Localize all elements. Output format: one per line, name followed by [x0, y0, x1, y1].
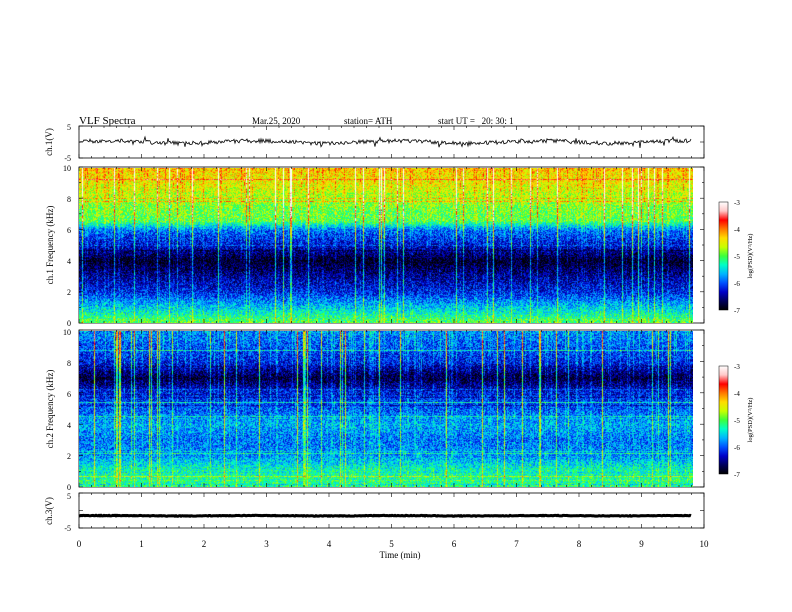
- ch1-waveform-panel: 5 -5 ch.1(V): [44, 123, 705, 163]
- ch2-spectrogram-ytick-8: 8: [67, 359, 71, 368]
- ch1-colorbar-gradient: [718, 201, 729, 311]
- x-tick-7: 7: [514, 539, 519, 549]
- header-station: station= ATH: [344, 116, 393, 126]
- ch2-spectrogram-ytick-6: 6: [67, 390, 71, 399]
- ch1-spectrogram-ytick-6: 6: [67, 226, 71, 235]
- ch1-spectrogram-ytick-4: 4: [67, 257, 71, 266]
- ch1-colorbar-tick-m5: -5: [734, 253, 740, 261]
- x-tick-8: 8: [577, 539, 582, 549]
- x-tick-4: 4: [327, 539, 332, 549]
- ch2-colorbar: -3 -4 -5 -6 -7 log(PSD)(V²/Hz): [718, 363, 754, 479]
- ch2-spectrogram-ytick-4: 4: [67, 421, 71, 430]
- ch1-colorbar-label: log(PSD)(V²/Hz): [747, 234, 754, 279]
- ch1-spectrogram-ytick-10: 10: [63, 164, 71, 173]
- x-tick-9: 9: [639, 539, 644, 549]
- header-date: Mar.25, 2020: [252, 116, 301, 126]
- ch1-waveform-ylabel: ch.1(V): [44, 128, 54, 156]
- figure-title: VLF Spectra: [79, 115, 136, 127]
- ch2-colorbar-tick-m4: -4: [734, 390, 740, 398]
- x-tick-5: 5: [389, 539, 394, 549]
- ch1-colorbar-tick-m4: -4: [734, 226, 740, 234]
- x-tick-0: 0: [77, 539, 82, 549]
- ch1-spectrogram-ylabel: ch.1 Frequency (kHz): [45, 206, 55, 285]
- x-axis: 0 1 2 3 4 5 6 7 8 9 10 Time (min): [77, 539, 709, 560]
- ch2-colorbar-tick-m7: -7: [734, 471, 740, 479]
- x-axis-label: Time (min): [380, 550, 421, 560]
- x-tick-3: 3: [264, 539, 269, 549]
- header-start-time: start UT = 20: 30: 1: [438, 116, 514, 126]
- ch3-waveform-ytick-bottom: -5: [64, 524, 71, 533]
- ch1-spectrogram-image: [79, 168, 693, 323]
- ch1-waveform-ytick-bottom: -5: [64, 154, 71, 163]
- ch2-spectrogram-ytick-2: 2: [67, 452, 71, 461]
- ch1-waveform-trace: [78, 135, 692, 148]
- axis-ticks: [78, 125, 705, 529]
- ch2-colorbar-tick-m5: -5: [734, 417, 740, 425]
- ch2-colorbar-tick-m6: -6: [734, 444, 740, 452]
- ch2-spectrogram-panel: 0 2 4 6 8 10 ch.2 Frequency (kHz): [45, 328, 705, 492]
- ch3-waveform-ytick-top: 5: [67, 492, 71, 501]
- ch3-waveform-panel: 5 -5 ch.3(V): [44, 492, 705, 533]
- ch2-colorbar-gradient: [718, 365, 729, 475]
- ch1-colorbar-tick-m3: -3: [734, 199, 740, 207]
- ch1-waveform-ytick-top: 5: [67, 123, 71, 132]
- x-tick-10: 10: [700, 539, 710, 549]
- ch3-waveform-ylabel: ch.3(V): [44, 497, 54, 525]
- x-tick-6: 6: [452, 539, 457, 549]
- ch2-colorbar-tick-m3: -3: [734, 363, 740, 371]
- x-tick-1: 1: [139, 539, 144, 549]
- ch1-colorbar-tick-m6: -6: [734, 280, 740, 288]
- ch3-waveform-trace: [78, 513, 692, 518]
- ch2-colorbar-label: log(PSD)(V²/Hz): [747, 398, 754, 443]
- ch2-spectrogram-image: [79, 331, 693, 487]
- ch1-colorbar: -3 -4 -5 -6 -7 log(PSD)(V²/Hz): [718, 199, 754, 315]
- ch2-spectrogram-ytick-0: 0: [67, 483, 71, 492]
- ch2-spectrogram-ylabel: ch.2 Frequency (kHz): [45, 370, 55, 449]
- ch1-colorbar-tick-m7: -7: [734, 307, 740, 315]
- ch2-spectrogram-ytick-10: 10: [63, 328, 71, 337]
- ch1-spectrogram-panel: 0 2 4 6 8 10 ch.1 Frequency (kHz): [45, 164, 705, 328]
- ch1-spectrogram-ytick-2: 2: [67, 288, 71, 297]
- x-tick-2: 2: [202, 539, 207, 549]
- ch1-spectrogram-ytick-8: 8: [67, 195, 71, 204]
- ch3-waveform-frame: [78, 492, 705, 529]
- ch1-spectrogram-ytick-0: 0: [67, 319, 71, 328]
